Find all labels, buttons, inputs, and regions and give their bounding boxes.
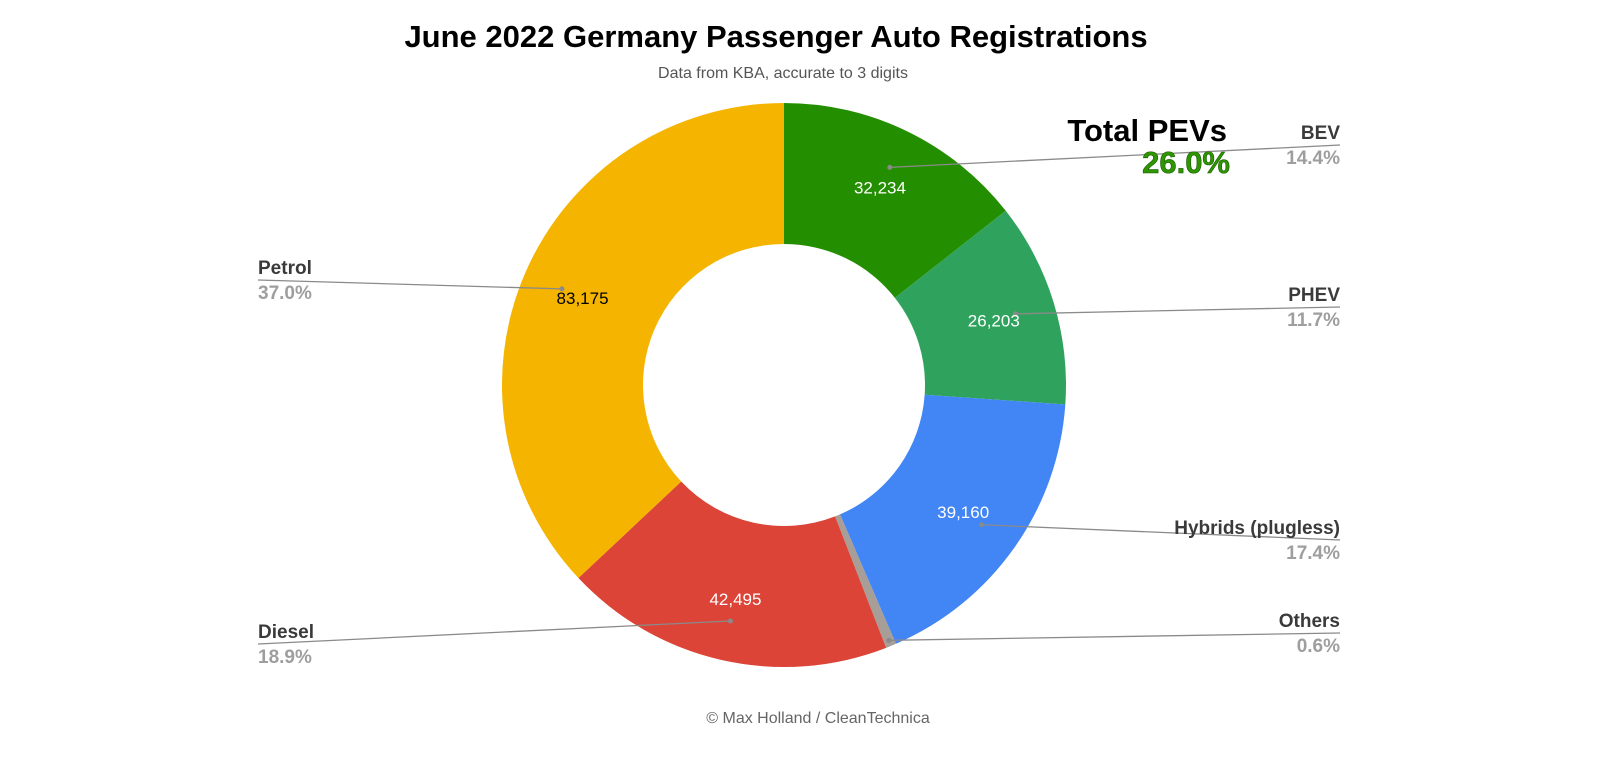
- leader-dot: [727, 618, 733, 624]
- outside-label-percent: 11.7%: [1287, 310, 1340, 331]
- outside-label-percent: 18.9%: [258, 647, 312, 668]
- leader-line: [1015, 306, 1341, 315]
- leader-dot: [886, 637, 892, 643]
- leader-line: [981, 524, 1341, 541]
- chart-subtitle: Data from KBA, accurate to 3 digits: [658, 65, 908, 82]
- leader-line: [257, 279, 562, 290]
- slice-value-label: 39,160: [937, 503, 989, 522]
- chart-title: June 2022 Germany Passenger Auto Registr…: [404, 19, 1147, 54]
- outside-label-percent: 0.6%: [1297, 636, 1340, 657]
- slice-value-label: 42,495: [709, 590, 761, 609]
- leader-line: [257, 620, 731, 645]
- outside-label-name: PHEV: [1288, 285, 1340, 306]
- leader-line: [888, 632, 1341, 641]
- leader-line: [889, 144, 1341, 168]
- slice-hybrids-plugless: [839, 394, 1066, 644]
- slice-value-label: 83,175: [557, 289, 609, 308]
- slice-phev: [894, 210, 1067, 405]
- total-pevs-value: 26.0%: [1142, 145, 1230, 180]
- slice-value-labels: 32,234 26,203 39,160 42,495 83,175: [557, 179, 1020, 609]
- slice-diesel: [578, 481, 887, 667]
- slice-petrol: [501, 103, 784, 579]
- outside-label-percent: 14.4%: [1286, 148, 1340, 169]
- slice-value-label: 26,203: [968, 311, 1020, 330]
- leader-lines-group: [257, 144, 1341, 645]
- outside-label-percent: 17.4%: [1286, 543, 1340, 564]
- outside-label-percent: 37.0%: [258, 283, 312, 304]
- outside-labels-group: BEV 14.4% PHEV 11.7% Hybrids (plugless) 17.4%…: [258, 123, 1340, 668]
- total-pevs-title: Total PEVs: [1067, 113, 1227, 148]
- outside-label-name: Diesel: [258, 622, 314, 643]
- outside-label-name: Hybrids (plugless): [1174, 518, 1340, 539]
- outside-label-name: Others: [1279, 611, 1340, 632]
- leader-dot: [979, 522, 985, 528]
- slice-others: [835, 514, 896, 648]
- slices-group: [501, 103, 1067, 667]
- slice-bev: [784, 103, 1006, 298]
- slice-value-label: 32,234: [854, 179, 906, 198]
- chart-credit: © Max Holland / CleanTechnica: [706, 710, 930, 727]
- leader-dot: [1012, 311, 1018, 317]
- leader-dot: [887, 164, 893, 170]
- outside-label-name: BEV: [1301, 123, 1340, 144]
- leader-dot: [559, 286, 565, 292]
- outside-label-name: Petrol: [258, 258, 312, 279]
